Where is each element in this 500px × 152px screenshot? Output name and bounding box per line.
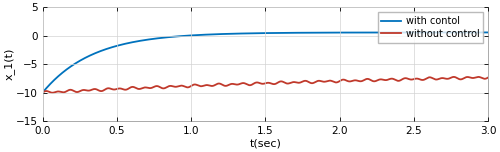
with contol — [307, 32, 313, 34]
without control — [120, 88, 126, 90]
with contol — [372, 32, 378, 33]
with contol — [120, 43, 126, 45]
Y-axis label: x_1(t): x_1(t) — [4, 48, 15, 80]
with contol — [486, 31, 492, 33]
without control — [210, 85, 216, 87]
Line: without control: without control — [42, 77, 488, 93]
without control — [372, 80, 378, 82]
without control — [330, 80, 336, 82]
without control — [50, 92, 56, 94]
without control — [307, 82, 313, 84]
Legend: with contol, without control: with contol, without control — [378, 12, 484, 43]
with contol — [406, 32, 412, 33]
with contol — [210, 33, 216, 35]
X-axis label: t(sec): t(sec) — [250, 138, 282, 149]
without control — [40, 92, 46, 93]
Line: with contol: with contol — [42, 32, 488, 93]
with contol — [330, 32, 336, 33]
without control — [406, 78, 412, 80]
without control — [451, 76, 457, 78]
with contol — [40, 92, 46, 93]
without control — [486, 76, 492, 78]
